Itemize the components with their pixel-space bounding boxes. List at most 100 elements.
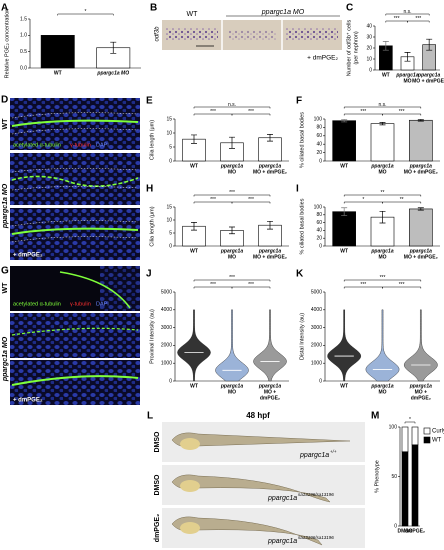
significance-label: *** — [229, 275, 235, 281]
panel-l: L 48 hpf DMSO DMSO dmPGE₂ ppargc1a +/+ p… — [147, 411, 365, 548]
stage-label: 48 hpf — [246, 411, 270, 420]
significance-bracket — [382, 201, 422, 204]
panel-letter: B — [150, 3, 157, 14]
y-tick-label: 100 — [314, 116, 323, 122]
y-tick-label: 0.0 — [20, 65, 27, 71]
panel-letter: K — [296, 269, 304, 280]
bar — [332, 120, 356, 162]
significance-bracket — [193, 279, 271, 282]
y-tick-label: 60 — [316, 220, 322, 226]
y-axis-label: % ciliated basal bodies — [299, 112, 305, 168]
significance-label: *** — [415, 16, 421, 22]
y-axis-label: Distal Intensity (au) — [299, 313, 305, 360]
stain-legend: acetylated α-tubulin — [13, 301, 61, 307]
x-tick-label: MO + dmPGE₂ — [404, 254, 438, 260]
y-tick-label: 15 — [166, 204, 172, 210]
bar-segment — [401, 426, 409, 453]
panel-letter: C — [346, 3, 353, 14]
gene-label: odf3b — [155, 26, 161, 42]
y-tick-label: 0 — [169, 378, 172, 384]
bar — [332, 211, 356, 247]
x-tick-label: ppargc1a — [370, 383, 393, 389]
y-tick-label: 0 — [319, 158, 322, 164]
significance-label: *** — [229, 190, 235, 196]
x-tick-label: MO + — [415, 389, 427, 395]
y-tick-label: 1000 — [161, 361, 172, 367]
y-tick-label: 20 — [316, 236, 322, 242]
y-tick-label: 10 — [166, 217, 172, 223]
image — [10, 153, 140, 205]
x-tick-label: ppargc1a — [258, 248, 281, 254]
y-tick-label: 50 — [391, 474, 397, 480]
y-axis-label: Relative PGE₂ concentration — [4, 9, 10, 79]
row-label: ppargc1a MO — [2, 336, 9, 382]
error-bar — [267, 134, 273, 142]
significance-bracket — [231, 113, 271, 116]
panel-b: B odf3b WT ppargc1a MO + dmPGE₂ — [150, 3, 342, 62]
bar — [409, 119, 433, 162]
x-tick-label: ppargc1a — [417, 72, 440, 78]
panel-letter: D — [1, 95, 8, 106]
x-tick-label: ppargc1a — [409, 163, 432, 169]
y-tick-label: 20 — [366, 45, 372, 51]
genotype: ppargc1a — [267, 495, 297, 502]
row-label: DMSO — [154, 431, 161, 453]
y-tick-label: 1.0 — [20, 33, 27, 39]
x-tick-label: MO — [378, 254, 386, 260]
y-tick-label: 0.5 — [20, 49, 27, 55]
y-tick-label: 2000 — [161, 343, 172, 349]
error-bar — [379, 210, 386, 224]
bar — [40, 35, 75, 69]
panel-letter: G — [1, 266, 9, 277]
y-tick-label: 15 — [166, 116, 172, 122]
stain — [166, 28, 218, 40]
y-tick-label: 5000 — [311, 289, 322, 295]
significance-label: n.s. — [403, 9, 411, 15]
x-tick-label: dmPGE₂ — [405, 528, 425, 534]
x-tick-label: MO + — [264, 389, 276, 395]
significance-label: * — [362, 197, 364, 203]
y-tick-label: 0 — [394, 523, 397, 529]
x-tick-label: dmPGE₂ — [411, 395, 431, 401]
significance-label: * — [85, 9, 87, 15]
genotype-superscript: sa13196/sa13196 — [298, 535, 334, 540]
genotype-superscript: sa13196/sa13196 — [298, 492, 334, 497]
panel-letter: H — [146, 184, 153, 195]
y-tick-label: 5000 — [161, 289, 172, 295]
error-bar — [341, 207, 348, 216]
x-tick-label: MO + dmPGE₂ — [253, 254, 287, 260]
panel-d: D WT ppargc1a MO + dmPGE₂ acetylated α-t… — [1, 95, 140, 260]
significance-label: ** — [381, 190, 385, 196]
bar — [409, 208, 433, 247]
significance-bracket — [382, 286, 422, 289]
panel-letter: L — [147, 411, 153, 422]
significance-label: *** — [394, 16, 400, 22]
row-label: WT — [2, 118, 9, 130]
y-tick-label: 10 — [366, 56, 372, 62]
stain — [228, 30, 276, 40]
group-label: ppargc1a MO — [261, 9, 305, 16]
significance-label: *** — [248, 109, 254, 115]
row-label: DMSO — [154, 474, 161, 496]
row-label: ppargc1a MO — [2, 183, 9, 229]
treatment-label: + dmPGE₂ — [307, 55, 338, 62]
violin — [403, 309, 438, 382]
significance-label: * — [409, 417, 411, 423]
x-tick-label: WT — [190, 383, 198, 389]
stain-legend: acetylated α-tubulin — [13, 142, 61, 148]
error-bar — [426, 38, 433, 51]
error-bar — [404, 52, 411, 62]
y-axis-label: % Phenotype — [374, 460, 380, 493]
y-tick-label: 3000 — [311, 325, 322, 331]
y-tick-label: 5 — [169, 230, 172, 236]
significance-bracket — [343, 279, 422, 282]
bar — [370, 123, 395, 162]
panel-letter: F — [296, 96, 302, 107]
significance-label: *** — [399, 109, 405, 115]
x-tick-label: ppargc1a — [395, 72, 418, 78]
x-tick-label: ppargc1a — [220, 383, 243, 389]
panel-g: G WT ppargc1a MO + dmPGE₂ acetylated α-t… — [1, 266, 140, 405]
panel-letter: E — [146, 96, 153, 107]
stain — [286, 28, 338, 40]
x-tick-label: ppargc1a — [370, 163, 393, 169]
